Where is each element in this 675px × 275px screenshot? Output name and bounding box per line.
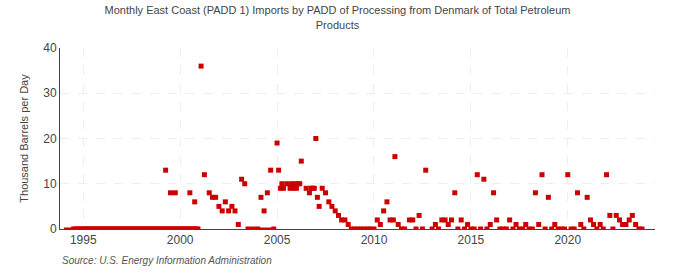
svg-text:2020: 2020 (554, 233, 581, 247)
svg-text:2010: 2010 (361, 233, 388, 247)
svg-text:2005: 2005 (264, 233, 291, 247)
svg-text:40: 40 (43, 41, 57, 55)
svg-text:2000: 2000 (167, 233, 194, 247)
svg-text:Monthly East Coast (PADD 1) Im: Monthly East Coast (PADD 1) Imports by P… (105, 4, 571, 30)
svg-text:10: 10 (43, 177, 57, 191)
svg-text:2015: 2015 (458, 233, 485, 247)
svg-text:Thousand Barrels per Day: Thousand Barrels per Day (18, 74, 30, 203)
svg-text:20: 20 (43, 132, 57, 146)
svg-text:30: 30 (43, 86, 57, 100)
svg-text:Source: U.S. Energy Informatio: Source: U.S. Energy Information Administ… (62, 255, 272, 266)
svg-text:1995: 1995 (70, 233, 97, 247)
svg-text:0: 0 (50, 222, 57, 236)
